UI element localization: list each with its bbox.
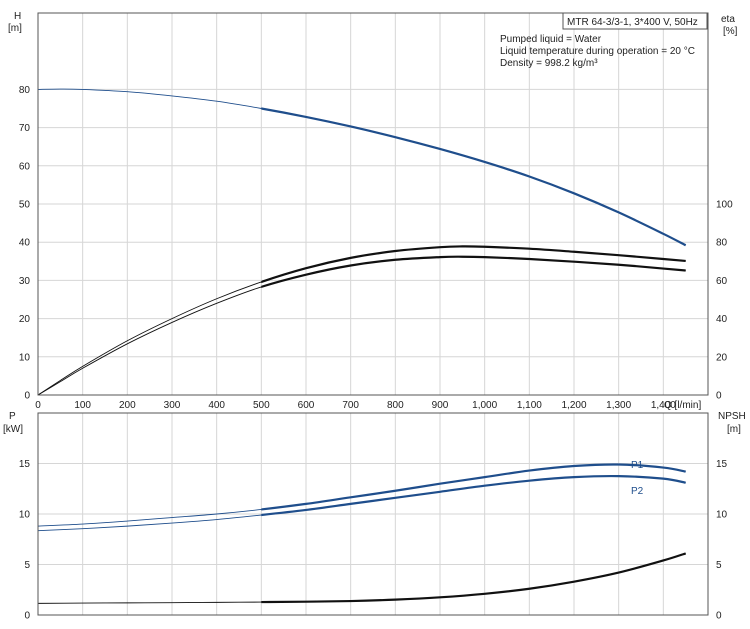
p-tick-label: 10 (19, 510, 31, 521)
x-tick-label: 200 (119, 400, 136, 411)
top-plot-frame (37, 12, 709, 396)
x-axis-label: Q [l/min] (664, 400, 701, 411)
npsh-axis-label: NPSH (718, 411, 746, 422)
x-tick-label: 700 (342, 400, 359, 411)
x-tick-label: 1,400 (651, 400, 676, 411)
efficiency-curve-1-operating-range (261, 245, 686, 284)
p2-series-label: P2 (631, 486, 644, 497)
h-tick-label: 70 (19, 123, 31, 134)
h-tick-label: 0 (24, 391, 30, 402)
h-tick-label: 20 (19, 314, 31, 325)
bottom-grid (38, 413, 708, 615)
x-tick-label: 400 (208, 400, 225, 411)
h-tick-label: 80 (19, 85, 31, 96)
npsh-tick-label: 10 (716, 510, 728, 521)
p1-curve-operating-range (261, 463, 686, 511)
x-tick-label: 100 (74, 400, 91, 411)
bottom-tick-labels: 0 5 10 15 0 5 10 15 (19, 459, 728, 622)
head-curve-operating-range (261, 107, 687, 247)
h-tick-label: 60 (19, 161, 31, 172)
x-tick-label: 600 (298, 400, 315, 411)
info-density: Density = 998.2 kg/m³ (500, 58, 598, 69)
p-tick-label: 5 (24, 560, 30, 571)
p-axis-unit: [kW] (3, 424, 23, 435)
x-tick-label: 500 (253, 400, 270, 411)
h-tick-label: 40 (19, 238, 31, 249)
head-efficiency-panel: 0 100 200 300 400 500 600 700 800 900 1,000 1,100 1,… (8, 11, 738, 411)
h-axis-unit: [m] (8, 23, 22, 34)
eta-tick-label: 0 (716, 391, 722, 402)
p-tick-label: 15 (19, 459, 31, 470)
x-tick-label: 900 (432, 400, 449, 411)
eta-axis-unit: [%] (723, 26, 738, 37)
x-tick-label: 300 (164, 400, 181, 411)
npsh-tick-label: 5 (716, 560, 722, 571)
eta-tick-label: 20 (716, 352, 728, 363)
eta-tick-label: 60 (716, 276, 728, 287)
x-tick-label: 1,000 (472, 400, 497, 411)
efficiency-curve-2-line (37, 256, 686, 396)
pump-title-box (562, 12, 708, 30)
top-series-group (37, 88, 687, 396)
npsh-tick-label: 0 (716, 611, 722, 622)
bottom-series-group (37, 463, 687, 604)
efficiency-curve-2-operating-range (261, 255, 686, 289)
h-tick-label: 30 (19, 276, 31, 287)
h-axis-label: H (14, 11, 21, 22)
npsh-tick-label: 15 (716, 459, 728, 470)
h-tick-label: 50 (19, 200, 31, 211)
x-tick-label: 0 (35, 400, 41, 411)
eta-tick-label: 40 (716, 314, 728, 325)
info-liquid-temperature: Liquid temperature during operation = 20… (500, 46, 695, 57)
efficiency-curve-1-line (37, 245, 686, 396)
eta-tick-label: 80 (716, 238, 728, 249)
info-pumped-liquid: Pumped liquid = Water (500, 34, 602, 45)
eta-axis-label: eta (721, 14, 735, 25)
pump-title: MTR 64-3/3-1, 3*400 V, 50Hz (567, 17, 698, 28)
npsh-curve-operating-range (261, 552, 687, 604)
x-tick-label: 1,200 (561, 400, 586, 411)
eta-tick-label: 100 (716, 200, 733, 211)
p1-series-label: P1 (631, 460, 644, 471)
p-tick-label: 0 (24, 611, 30, 622)
x-tick-label: 800 (387, 400, 404, 411)
top-tick-labels: 0 100 200 300 400 500 600 700 800 900 1,000 1,100 1,… (19, 85, 733, 411)
bottom-plot-frame (37, 412, 709, 616)
h-tick-label: 10 (19, 352, 31, 363)
p-axis-label: P (9, 411, 16, 422)
x-tick-label: 1,300 (606, 400, 631, 411)
top-grid (38, 13, 708, 395)
x-tick-label: 1,100 (517, 400, 542, 411)
power-npsh-panel: 0 5 10 15 0 5 10 15 P [kW] NPSH [m] P1 P2 (3, 411, 746, 622)
head-curve-line (37, 88, 686, 246)
p2-curve-operating-range (261, 474, 686, 517)
npsh-axis-unit: [m] (727, 424, 741, 435)
